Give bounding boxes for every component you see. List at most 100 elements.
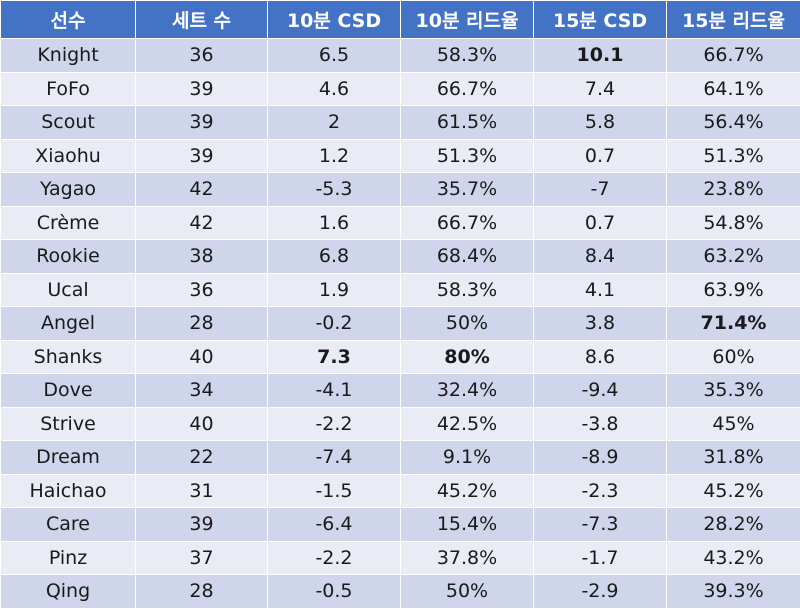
cell-csd-15: 10.1 bbox=[533, 38, 667, 73]
cell-csd-15: -2.9 bbox=[533, 574, 667, 609]
cell-lead-rate-10: 50% bbox=[400, 306, 534, 341]
cell-lead-rate-15: 43.2% bbox=[666, 540, 800, 575]
cell-player: Knight bbox=[0, 38, 136, 73]
table-row: Haichao 31 -1.5 45.2% -2.3 45.2% bbox=[0, 473, 800, 508]
cell-csd-10: 7.3 bbox=[267, 339, 401, 374]
cell-lead-rate-10: 9.1% bbox=[400, 440, 534, 475]
cell-lead-rate-10: 45.2% bbox=[400, 473, 534, 508]
cell-player: Pinz bbox=[0, 540, 136, 575]
cell-sets: 34 bbox=[135, 373, 268, 408]
cell-sets: 40 bbox=[135, 339, 268, 374]
column-header-player: 선수 bbox=[0, 0, 136, 39]
cell-csd-10: -6.4 bbox=[267, 507, 401, 542]
cell-player: FoFo bbox=[0, 71, 136, 106]
cell-csd-10: 1.9 bbox=[267, 272, 401, 307]
cell-lead-rate-10: 37.8% bbox=[400, 540, 534, 575]
cell-sets: 42 bbox=[135, 205, 268, 240]
cell-csd-15: -8.9 bbox=[533, 440, 667, 475]
column-header-sets: 세트 수 bbox=[135, 0, 268, 39]
cell-lead-rate-10: 51.3% bbox=[400, 138, 534, 173]
cell-lead-rate-15: 51.3% bbox=[666, 138, 800, 173]
cell-csd-15: -7.3 bbox=[533, 507, 667, 542]
cell-player: Strive bbox=[0, 406, 136, 441]
cell-sets: 39 bbox=[135, 138, 268, 173]
cell-csd-15: -2.3 bbox=[533, 473, 667, 508]
cell-player: Qing bbox=[0, 574, 136, 609]
cell-lead-rate-10: 35.7% bbox=[400, 172, 534, 207]
column-header-csd-10: 10분 CSD bbox=[267, 0, 401, 39]
cell-player: Scout bbox=[0, 105, 136, 140]
cell-csd-10: -4.1 bbox=[267, 373, 401, 408]
cell-sets: 36 bbox=[135, 272, 268, 307]
cell-csd-15: 7.4 bbox=[533, 71, 667, 106]
cell-lead-rate-10: 61.5% bbox=[400, 105, 534, 140]
cell-csd-10: -0.5 bbox=[267, 574, 401, 609]
cell-lead-rate-10: 42.5% bbox=[400, 406, 534, 441]
cell-sets: 22 bbox=[135, 440, 268, 475]
table-row: Qing 28 -0.5 50% -2.9 39.3% bbox=[0, 574, 800, 609]
cell-lead-rate-15: 28.2% bbox=[666, 507, 800, 542]
cell-player: Angel bbox=[0, 306, 136, 341]
cell-lead-rate-15: 63.9% bbox=[666, 272, 800, 307]
cell-player: Xiaohu bbox=[0, 138, 136, 173]
cell-lead-rate-10: 50% bbox=[400, 574, 534, 609]
table-row: Knight 36 6.5 58.3% 10.1 66.7% bbox=[0, 38, 800, 73]
cell-csd-15: -1.7 bbox=[533, 540, 667, 575]
cell-sets: 39 bbox=[135, 507, 268, 542]
cell-lead-rate-15: 35.3% bbox=[666, 373, 800, 408]
cell-lead-rate-10: 58.3% bbox=[400, 272, 534, 307]
cell-player: Dove bbox=[0, 373, 136, 408]
cell-csd-15: -3.8 bbox=[533, 406, 667, 441]
cell-csd-15: 8.6 bbox=[533, 339, 667, 374]
column-header-csd-15: 15분 CSD bbox=[533, 0, 667, 39]
cell-csd-10: 2 bbox=[267, 105, 401, 140]
cell-player: Yagao bbox=[0, 172, 136, 207]
table-row: Scout 39 2 61.5% 5.8 56.4% bbox=[0, 105, 800, 140]
cell-csd-10: -5.3 bbox=[267, 172, 401, 207]
cell-csd-15: 0.7 bbox=[533, 205, 667, 240]
table-row: Rookie 38 6.8 68.4% 8.4 63.2% bbox=[0, 239, 800, 274]
cell-csd-10: -2.2 bbox=[267, 406, 401, 441]
table-row: Shanks 40 7.3 80% 8.6 60% bbox=[0, 339, 800, 374]
cell-lead-rate-15: 31.8% bbox=[666, 440, 800, 475]
cell-lead-rate-10: 66.7% bbox=[400, 205, 534, 240]
cell-csd-15: 0.7 bbox=[533, 138, 667, 173]
table-row: Pinz 37 -2.2 37.8% -1.7 43.2% bbox=[0, 540, 800, 575]
cell-csd-10: 1.6 bbox=[267, 205, 401, 240]
cell-csd-10: -1.5 bbox=[267, 473, 401, 508]
cell-sets: 38 bbox=[135, 239, 268, 274]
table-row: Angel 28 -0.2 50% 3.8 71.4% bbox=[0, 306, 800, 341]
cell-sets: 28 bbox=[135, 306, 268, 341]
table-row: Crème 42 1.6 66.7% 0.7 54.8% bbox=[0, 205, 800, 240]
cell-lead-rate-10: 80% bbox=[400, 339, 534, 374]
cell-player: Care bbox=[0, 507, 136, 542]
cell-sets: 36 bbox=[135, 38, 268, 73]
cell-sets: 37 bbox=[135, 540, 268, 575]
cell-player: Ucal bbox=[0, 272, 136, 307]
cell-csd-10: -7.4 bbox=[267, 440, 401, 475]
cell-sets: 39 bbox=[135, 105, 268, 140]
cell-lead-rate-10: 58.3% bbox=[400, 38, 534, 73]
cell-csd-15: 4.1 bbox=[533, 272, 667, 307]
cell-csd-10: -2.2 bbox=[267, 540, 401, 575]
column-header-lead-rate-10: 10분 리드율 bbox=[400, 0, 534, 39]
cell-player: Haichao bbox=[0, 473, 136, 508]
cell-lead-rate-10: 68.4% bbox=[400, 239, 534, 274]
table-row: Dove 34 -4.1 32.4% -9.4 35.3% bbox=[0, 373, 800, 408]
cell-sets: 28 bbox=[135, 574, 268, 609]
cell-lead-rate-15: 71.4% bbox=[666, 306, 800, 341]
table-row: Dream 22 -7.4 9.1% -8.9 31.8% bbox=[0, 440, 800, 475]
cell-csd-15: 8.4 bbox=[533, 239, 667, 274]
cell-lead-rate-15: 39.3% bbox=[666, 574, 800, 609]
cell-lead-rate-15: 54.8% bbox=[666, 205, 800, 240]
cell-sets: 40 bbox=[135, 406, 268, 441]
cell-lead-rate-15: 56.4% bbox=[666, 105, 800, 140]
cell-lead-rate-10: 32.4% bbox=[400, 373, 534, 408]
cell-lead-rate-15: 60% bbox=[666, 339, 800, 374]
cell-lead-rate-15: 23.8% bbox=[666, 172, 800, 207]
cell-lead-rate-15: 45% bbox=[666, 406, 800, 441]
cell-csd-15: 5.8 bbox=[533, 105, 667, 140]
cell-csd-10: 4.6 bbox=[267, 71, 401, 106]
cell-csd-10: 6.8 bbox=[267, 239, 401, 274]
